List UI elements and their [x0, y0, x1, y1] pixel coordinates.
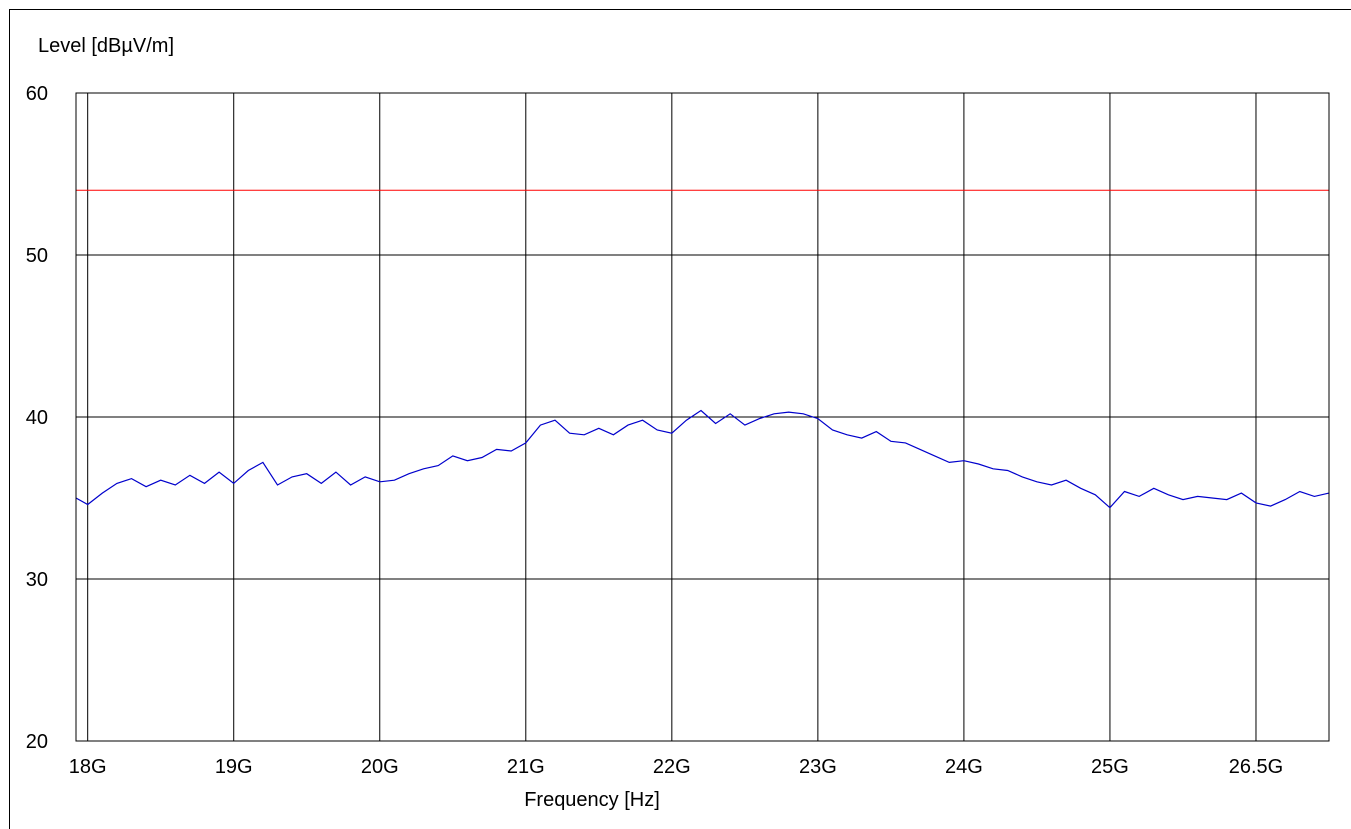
x-tick-label: 22G — [653, 756, 691, 778]
y-tick-label: 50 — [26, 245, 48, 267]
x-tick-label: 25G — [1091, 756, 1129, 778]
y-tick-label: 20 — [26, 731, 48, 753]
x-tick-label: 19G — [215, 756, 253, 778]
x-tick-label: 18G — [69, 756, 107, 778]
y-tick-label: 30 — [26, 569, 48, 591]
x-tick-label: 21G — [507, 756, 545, 778]
measurement-trace — [75, 409, 1330, 509]
plot-area-border — [75, 92, 1330, 742]
y-tick-labels: 20 30 40 50 60 — [26, 83, 48, 753]
x-tick-label: 23G — [799, 756, 837, 778]
y-tick-label: 60 — [26, 83, 48, 105]
y-axis-label: Level [dBµV/m] — [38, 35, 174, 57]
chart-frame — [9, 9, 1351, 829]
x-tick-label: 20G — [361, 756, 399, 778]
x-axis-label: Frequency [Hz] — [524, 789, 660, 811]
x-tick-labels: 18G 19G 20G 21G 22G 23G 24G 25G 26.5G — [69, 756, 1283, 778]
x-tick-label: 26.5G — [1229, 756, 1283, 778]
x-tick-label: 24G — [945, 756, 983, 778]
y-tick-label: 40 — [26, 407, 48, 429]
series-line — [75, 409, 1330, 509]
